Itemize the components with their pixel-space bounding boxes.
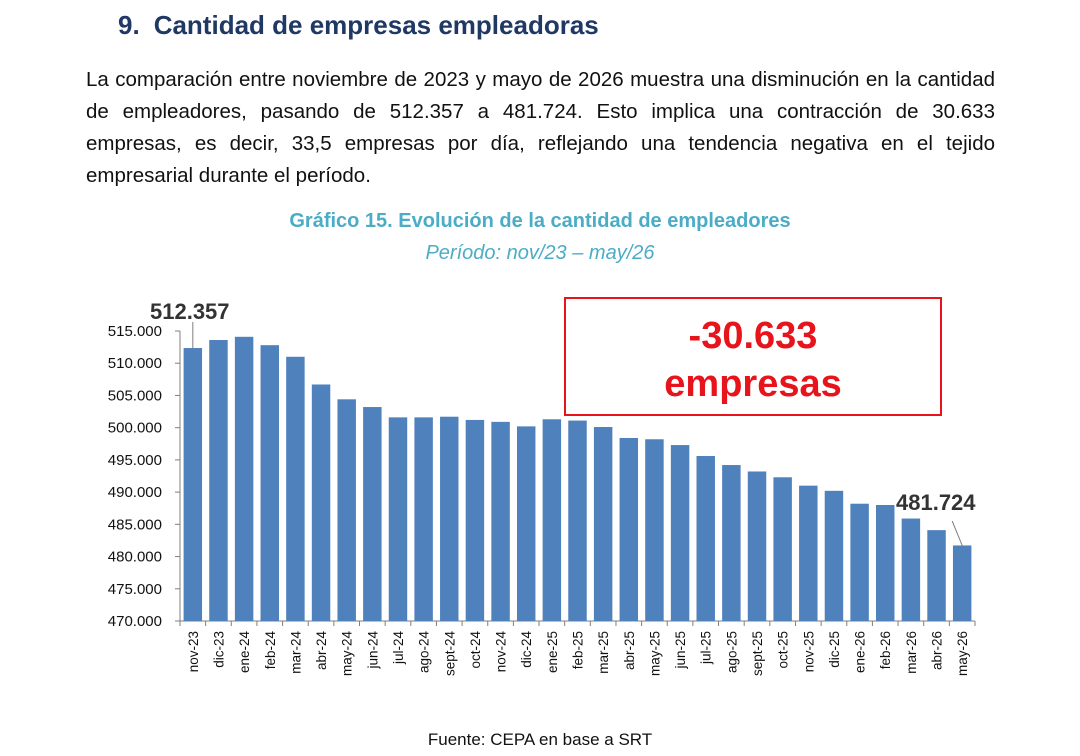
bar-ene-24 bbox=[234, 336, 254, 621]
x-tick-label: feb-24 bbox=[263, 631, 278, 670]
y-tick-label: 475.000 bbox=[108, 581, 162, 598]
bar-jul-24 bbox=[388, 417, 408, 621]
bar-mar-24 bbox=[286, 356, 305, 621]
bar-feb-24 bbox=[260, 345, 279, 621]
bar-may-25 bbox=[645, 439, 664, 621]
x-tick-label: mar-26 bbox=[904, 631, 919, 674]
bar-nov-24 bbox=[491, 421, 510, 621]
x-tick-label: may-25 bbox=[647, 631, 662, 676]
x-tick-label: abr-25 bbox=[622, 631, 637, 670]
bar-abr-24 bbox=[311, 384, 331, 621]
x-tick-label: ene-25 bbox=[545, 631, 560, 673]
section-number: 9. bbox=[118, 10, 140, 40]
x-tick-label: nov-23 bbox=[186, 631, 201, 672]
x-tick-label: sept-24 bbox=[442, 631, 457, 677]
y-tick-label: 500.000 bbox=[108, 420, 162, 437]
x-tick-label: jun-24 bbox=[365, 631, 380, 670]
y-tick-label: 480.000 bbox=[108, 549, 162, 566]
callout-unit: empresas bbox=[664, 363, 841, 405]
bar-sept-25 bbox=[747, 471, 767, 621]
x-tick-label: ene-24 bbox=[237, 631, 252, 674]
x-tick-label: oct-24 bbox=[468, 631, 483, 669]
y-tick-label: 515.000 bbox=[108, 323, 162, 340]
callout-box bbox=[564, 297, 942, 416]
intro-paragraph: La comparación entre noviembre de 2023 y… bbox=[86, 68, 995, 187]
x-axis: nov-23 dic-23 ene-24 feb-24 mar-24 abr-24 may-… bbox=[179, 620, 976, 677]
bar-series bbox=[183, 336, 972, 621]
section-heading: 9. Cantidad de empresas empleadoras bbox=[118, 10, 599, 41]
bar-jun-24 bbox=[363, 407, 382, 621]
bar-may-26 bbox=[952, 545, 972, 621]
bar-dic-23 bbox=[209, 340, 228, 621]
x-tick-label: nov-24 bbox=[494, 631, 509, 673]
last-value-label: 481.724 bbox=[896, 490, 976, 515]
y-axis: 470.000 475.000 480.000 485.000 490.000 495.0… bbox=[108, 323, 181, 630]
x-tick-label: oct-25 bbox=[776, 631, 791, 669]
bar-abr-26 bbox=[927, 530, 946, 621]
chart-source: Fuente: CEPA en base a SRT bbox=[427, 730, 653, 749]
x-tick-label: abr-26 bbox=[930, 631, 945, 670]
bar-oct-24 bbox=[465, 419, 485, 621]
chart-annotations: 512.357 481.724 -30.633 empresas bbox=[150, 297, 976, 546]
x-tick-label: dic-24 bbox=[519, 631, 534, 668]
x-tick-label: abr-24 bbox=[314, 631, 329, 671]
y-tick-label: 495.000 bbox=[108, 452, 162, 469]
x-tick-label: jul-25 bbox=[699, 631, 714, 665]
bar-dic-24 bbox=[516, 426, 536, 621]
bar-may-24 bbox=[337, 399, 356, 621]
x-tick-label: jul-24 bbox=[391, 631, 406, 666]
bar-feb-26 bbox=[876, 505, 895, 621]
x-tick-label: ago-24 bbox=[417, 631, 432, 674]
first-value-label: 512.357 bbox=[150, 299, 230, 324]
x-tick-label: dic-23 bbox=[211, 631, 226, 668]
bar-mar-25 bbox=[593, 427, 613, 621]
chart-title: Gráfico 15. Evolución de la cantidad de … bbox=[289, 210, 791, 232]
callout-value: -30.633 bbox=[689, 315, 818, 357]
x-tick-label: dic-25 bbox=[827, 631, 842, 668]
bar-nov-23 bbox=[183, 348, 203, 621]
bar-nov-25 bbox=[799, 485, 818, 621]
bar-ene-26 bbox=[850, 503, 869, 621]
x-tick-label: ene-26 bbox=[853, 631, 868, 673]
section-title: Cantidad de empresas empleadoras bbox=[153, 10, 599, 40]
x-tick-label: feb-25 bbox=[571, 631, 586, 669]
bar-oct-25 bbox=[773, 477, 792, 621]
bar-jul-25 bbox=[696, 456, 715, 621]
x-tick-label: may-24 bbox=[340, 631, 355, 677]
bar-ago-25 bbox=[722, 465, 741, 621]
y-tick-label: 470.000 bbox=[108, 613, 162, 630]
last-value-leader-line bbox=[951, 520, 963, 546]
bar-dic-25 bbox=[824, 490, 844, 621]
bar-ene-25 bbox=[542, 419, 562, 621]
x-tick-label: may-26 bbox=[955, 631, 970, 676]
bar-mar-26 bbox=[901, 518, 921, 621]
x-tick-label: ago-25 bbox=[724, 631, 739, 673]
bar-jun-25 bbox=[670, 445, 690, 621]
bar-ago-24 bbox=[414, 417, 433, 621]
y-tick-label: 505.000 bbox=[108, 387, 162, 404]
bar-feb-25 bbox=[568, 420, 587, 621]
x-tick-label: mar-25 bbox=[596, 631, 611, 674]
x-tick-label: feb-26 bbox=[878, 631, 893, 669]
x-tick-label: nov-25 bbox=[801, 631, 816, 672]
x-tick-label: mar-24 bbox=[288, 631, 303, 674]
bar-sept-24 bbox=[440, 416, 459, 621]
bar-abr-25 bbox=[619, 437, 639, 621]
chart-subtitle: Período: nov/23 – may/26 bbox=[425, 242, 655, 264]
y-tick-label: 485.000 bbox=[108, 516, 162, 533]
y-tick-label: 490.000 bbox=[108, 484, 162, 501]
y-tick-label: 510.000 bbox=[108, 355, 162, 372]
x-tick-label: sept-25 bbox=[750, 631, 765, 676]
x-tick-label: jun-25 bbox=[673, 631, 688, 670]
